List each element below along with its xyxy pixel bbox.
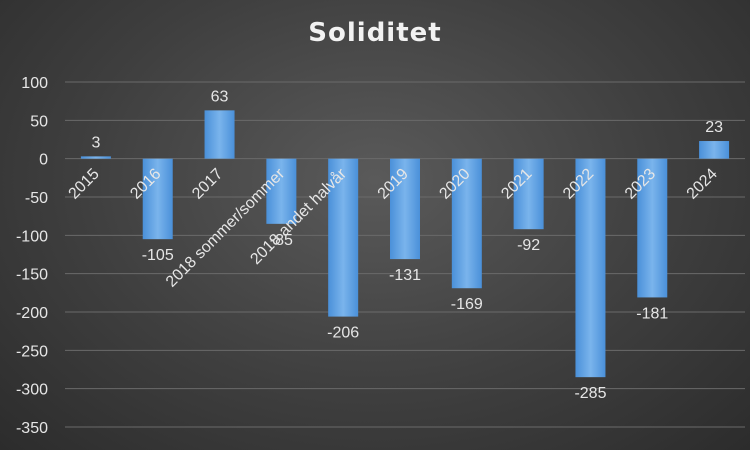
y-tick-label: 50 [30,113,48,130]
bar-2016 [142,158,173,240]
data-label: -285 [574,385,606,402]
data-label: -105 [142,247,174,264]
bar-2019 [390,158,420,260]
data-label: 3 [91,134,100,151]
data-label: -206 [327,325,359,342]
y-tick-label: -300 [16,382,48,399]
bar-2018-andet-halv-r [328,158,359,317]
bar-2018-sommer-sommer [266,158,297,224]
bar-2024 [699,141,730,159]
y-tick-label: -350 [16,420,48,437]
chart-title: Soliditet [308,18,442,48]
y-tick-label: 100 [21,75,48,92]
y-tick-label: -200 [16,305,48,322]
data-label: 23 [705,119,723,136]
bar-2017 [204,110,235,159]
bar-2022 [575,158,606,378]
y-tick-label: -250 [16,343,48,360]
data-label: -181 [636,305,668,322]
bar-2021 [513,158,544,230]
data-label: -92 [517,237,540,254]
bar-2023 [637,158,668,298]
data-label: -169 [451,296,483,313]
category-label: 2018 sommer/sommer [163,165,289,291]
data-label: -131 [389,267,421,284]
bar-2015 [80,156,111,159]
data-label: -85 [270,232,293,249]
data-label: 63 [211,88,229,105]
y-tick-label: -100 [16,228,48,245]
y-tick-label: 0 [39,152,48,169]
bar-2020 [451,158,482,289]
y-tick-label: -150 [16,267,48,284]
y-tick-label: -50 [25,190,48,207]
